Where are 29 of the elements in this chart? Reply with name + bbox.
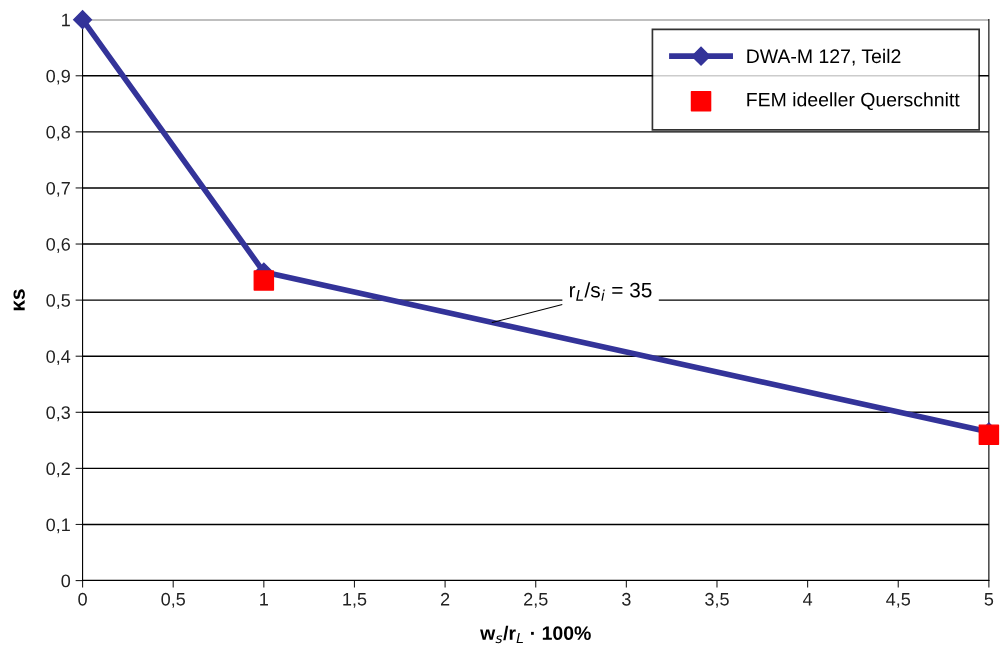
y-tick-label: 0,9 bbox=[46, 69, 70, 85]
y-tick-label: 0,4 bbox=[46, 350, 71, 366]
y-tick-label: 1 bbox=[62, 13, 70, 27]
y-tick-label: 0,2 bbox=[46, 462, 70, 478]
legend-label: FEM ideeller Querschnitt bbox=[747, 92, 960, 111]
x-tick-label: 1,5 bbox=[343, 593, 367, 608]
annotation: r$_{L}$/s$_{i}$ = 35 bbox=[569, 282, 652, 301]
y-tick-label: 0,7 bbox=[46, 181, 70, 197]
y-tick-label: 0,1 bbox=[46, 518, 70, 534]
y-tick-label: 0,8 bbox=[46, 125, 70, 141]
x-axis-title: w$_{s}$/r$_{L}$ · 100% bbox=[480, 625, 591, 644]
x-tick-label: 1 bbox=[260, 593, 268, 606]
y-tick-label: 0,5 bbox=[46, 294, 71, 309]
y-tick-label: 0,3 bbox=[46, 406, 70, 422]
x-tick-label: 3,5 bbox=[705, 592, 729, 608]
x-tick-label: 0,5 bbox=[161, 592, 185, 608]
x-tick-label: 2,5 bbox=[524, 592, 548, 608]
point bbox=[73, 10, 93, 30]
y-tick-label: 0 bbox=[61, 574, 71, 588]
x-tick-label: 2 bbox=[440, 592, 450, 606]
y-axis-title: κs bbox=[13, 289, 25, 311]
x-tick-label: 3 bbox=[622, 592, 631, 606]
legend-label: DWA-M 127, Teil2 bbox=[747, 48, 901, 66]
point bbox=[253, 270, 275, 291]
y-tick-label: 0,6 bbox=[46, 237, 70, 253]
x-tick-label: 0 bbox=[78, 592, 87, 606]
x-tick-label: 5 bbox=[984, 593, 994, 606]
x-tick-label: 4,5 bbox=[886, 593, 911, 608]
x-tick-label: 4 bbox=[803, 593, 813, 606]
